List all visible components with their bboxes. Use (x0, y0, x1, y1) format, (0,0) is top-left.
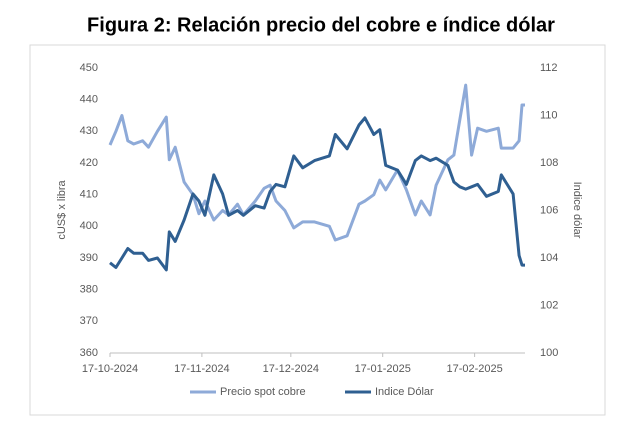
chart-frame (29, 44, 606, 416)
y-tick-label: 440 (80, 94, 98, 106)
x-tick-label: 17-12-2024 (263, 363, 319, 375)
y-tick-label: 360 (80, 347, 98, 359)
y2-tick-label: 100 (540, 347, 558, 359)
y2-tick-label: 110 (540, 109, 558, 121)
y-axis-label: cUS$ x libra (56, 179, 68, 239)
x-tick-label: 17-10-2024 (82, 363, 138, 375)
y-tick-label: 400 (80, 220, 98, 232)
y2-tick-label: 112 (540, 62, 558, 74)
y-tick-label: 450 (80, 62, 98, 74)
y2-tick-label: 106 (540, 204, 558, 216)
x-tick-label: 17-02-2025 (446, 363, 502, 375)
data-line (108, 83, 525, 242)
legend-label: Indice Dólar (375, 386, 434, 398)
y2-tick-label: 104 (540, 252, 558, 264)
legend-label: Precio spot cobre (220, 386, 306, 398)
y2-tick-label: 102 (540, 299, 558, 311)
y-tick-label: 410 (80, 189, 98, 201)
y2-tick-label: 108 (540, 157, 558, 169)
y-tick-label: 390 (80, 252, 98, 264)
y-tick-label: 370 (80, 315, 98, 327)
x-tick-label: 17-11-2024 (174, 363, 229, 375)
chart-title: Figura 2: Relación precio del cobre e ín… (87, 14, 555, 36)
data-line (109, 116, 525, 272)
x-tick-label: 17-01-2025 (355, 363, 411, 375)
y-tick-label: 420 (80, 157, 98, 169)
y-tick-label: 430 (80, 125, 98, 137)
y-tick-label: 380 (80, 284, 98, 296)
y2-axis-label: Indice dólar (571, 182, 583, 239)
